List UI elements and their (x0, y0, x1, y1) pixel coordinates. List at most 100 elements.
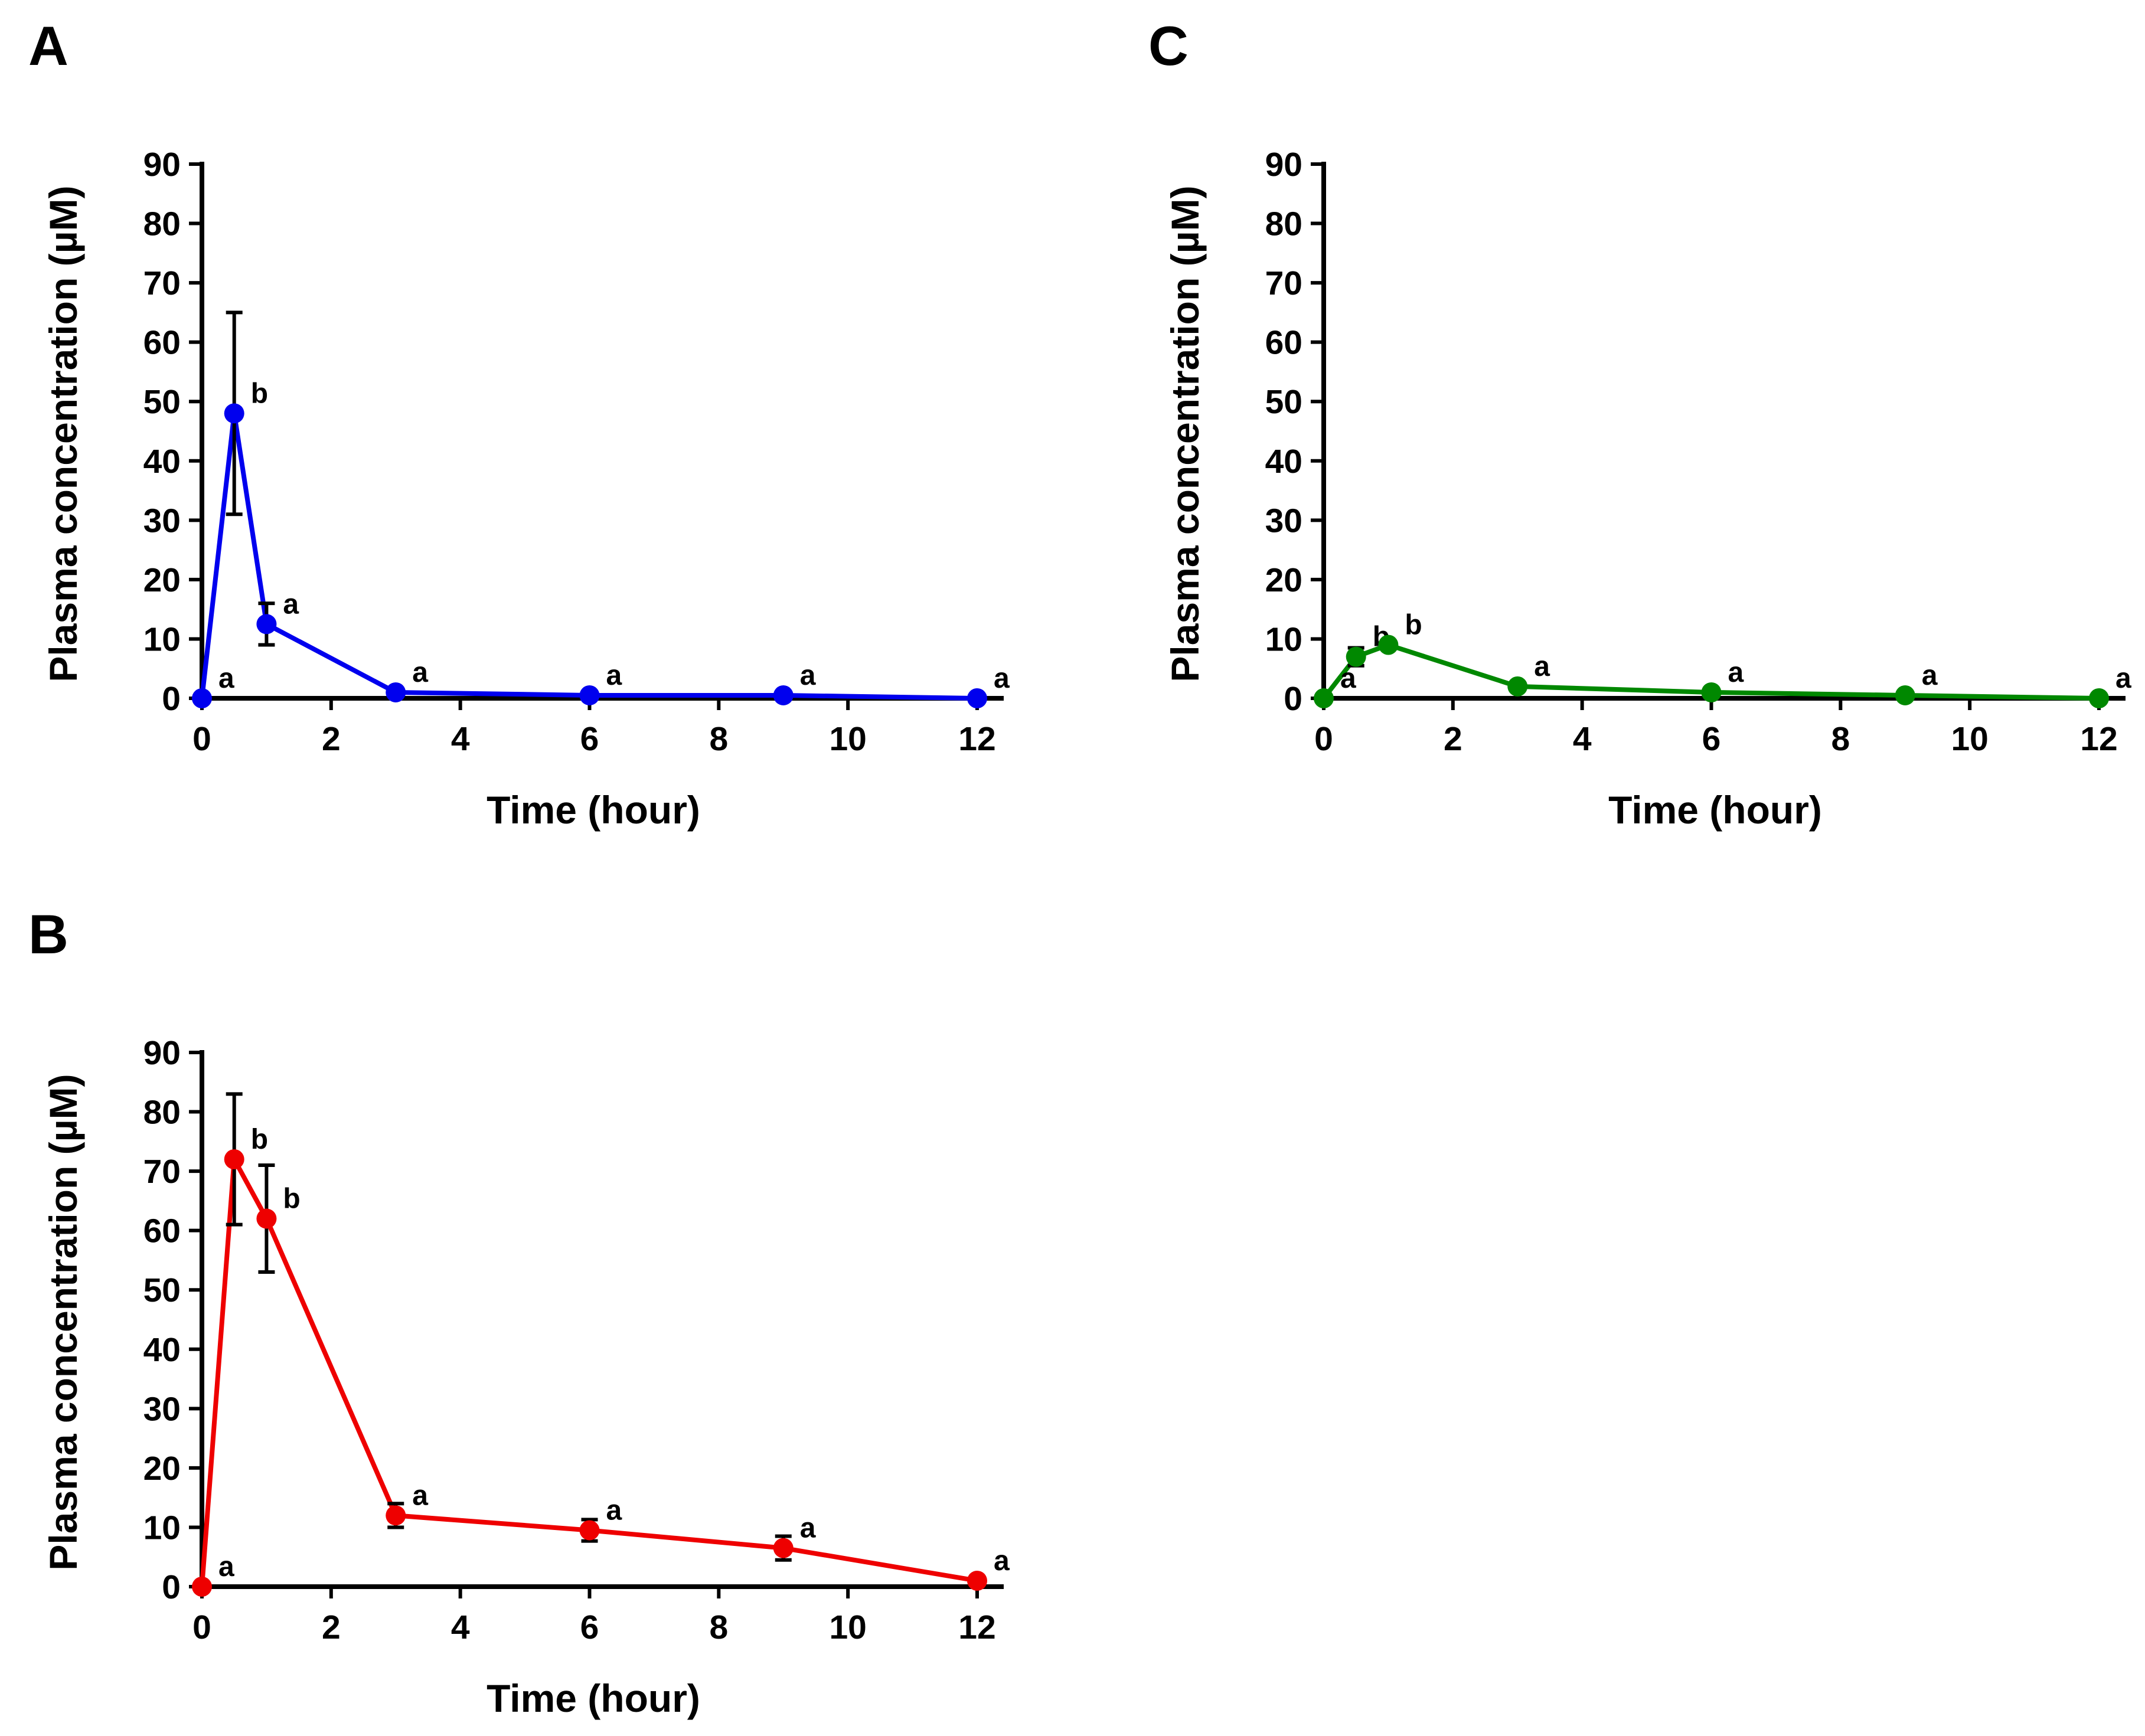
y-tick-label-c: 10 (1265, 620, 1302, 658)
panel-label-a: A (28, 15, 68, 77)
x-tick-label-a: 2 (322, 720, 341, 758)
x-tick-label-b: 2 (322, 1609, 341, 1646)
data-point-b (579, 1520, 600, 1541)
x-tick-label-a: 10 (829, 720, 866, 758)
significance-label-b: b (283, 1184, 300, 1215)
significance-label-a: b (251, 378, 268, 409)
x-tick-label-b: 10 (829, 1609, 866, 1646)
y-tick-label-a: 0 (162, 680, 181, 718)
data-point-b (773, 1538, 794, 1558)
y-tick-label-b: 90 (143, 1034, 181, 1072)
data-point-c (1346, 646, 1366, 667)
significance-label-a: a (283, 589, 299, 620)
significance-label-c: a (1534, 651, 1550, 682)
x-tick-label-c: 10 (1951, 720, 1988, 758)
y-tick-label-c: 70 (1265, 264, 1302, 302)
y-tick-label-a: 80 (143, 205, 181, 243)
data-point-a (579, 685, 600, 705)
x-tick-label-b: 12 (958, 1609, 995, 1646)
data-point-c (1507, 676, 1528, 697)
significance-label-b: a (606, 1495, 622, 1526)
x-tick-label-a: 8 (709, 720, 728, 758)
significance-label-c: a (2115, 663, 2131, 694)
y-tick-label-c: 20 (1265, 561, 1302, 599)
significance-label-b: a (412, 1480, 428, 1511)
x-tick-label-c: 2 (1444, 720, 1462, 758)
y-tick-label-a: 70 (143, 264, 181, 302)
data-point-a (256, 614, 277, 635)
y-tick-label-a: 60 (143, 324, 181, 362)
y-tick-label-b: 60 (143, 1212, 181, 1250)
x-tick-label-a: 4 (451, 720, 470, 758)
x-tick-label-a: 12 (958, 720, 995, 758)
panel-label-b: B (28, 903, 68, 965)
data-point-c (1378, 635, 1399, 655)
data-point-b (192, 1577, 212, 1597)
data-point-c (2089, 688, 2109, 708)
y-tick-label-a: 30 (143, 502, 181, 540)
x-tick-label-b: 6 (580, 1609, 599, 1646)
y-axis-title-b: Plasma concentration (µM) (41, 1074, 85, 1570)
x-tick-label-a: 6 (580, 720, 599, 758)
y-tick-label-b: 50 (143, 1271, 181, 1309)
significance-label-c: a (1340, 663, 1356, 694)
data-point-c (1701, 682, 1722, 702)
data-point-a (192, 688, 212, 708)
plot-a: 0 10 20 30 40 50 60 70 80 90 0 2 4 6 8 10 12 a b a a a a a (143, 146, 1010, 758)
data-point-a (773, 685, 794, 705)
significance-label-c: a (1728, 657, 1744, 688)
y-tick-label-b: 30 (143, 1390, 181, 1428)
panel-b: B 0 10 20 30 40 50 60 70 80 90 0 2 4 6 8 10 12 a bb a a a a Ti… (28, 903, 1010, 1720)
y-tick-label-b: 80 (143, 1094, 181, 1132)
data-point-c (1895, 685, 1915, 705)
y-tick-label-a: 90 (143, 146, 181, 184)
x-axis-title-c: Time (hour) (1608, 788, 1822, 832)
y-tick-label-c: 80 (1265, 205, 1302, 243)
significance-label-a: a (218, 663, 234, 694)
significance-label-c: b (1405, 610, 1422, 641)
plot-b: 0 10 20 30 40 50 60 70 80 90 0 2 4 6 8 10 12 a bb a a a a (143, 1034, 1010, 1646)
x-axis-title-a: Time (hour) (487, 788, 700, 832)
y-tick-label-b: 20 (143, 1450, 181, 1487)
significance-label-a: a (800, 660, 816, 691)
significance-label-b: a (800, 1513, 816, 1544)
significance-label-a: a (412, 657, 428, 688)
significance-label-b: a (218, 1551, 234, 1583)
series-line-a (200, 411, 978, 701)
significance-label-a: a (994, 663, 1010, 694)
y-tick-label-b: 40 (143, 1331, 181, 1369)
x-tick-label-c: 0 (1314, 720, 1333, 758)
x-tick-label-b: 8 (709, 1609, 728, 1646)
y-tick-label-a: 20 (143, 561, 181, 599)
y-tick-label-a: 50 (143, 383, 181, 421)
x-tick-label-c: 6 (1702, 720, 1721, 758)
significance-label-b: b (251, 1124, 268, 1155)
y-tick-label-a: 40 (143, 443, 181, 480)
panel-a: A 0 10 20 30 40 50 60 70 80 90 0 2 4 6 8 10 12 a b a a a a a Ti… (28, 15, 1010, 832)
data-point-c (1314, 688, 1334, 708)
y-axis-title-a: Plasma concentration (µM) (41, 185, 85, 682)
y-tick-label-c: 90 (1265, 146, 1302, 184)
significance-label-a: a (606, 660, 622, 691)
significance-label-b: a (994, 1545, 1010, 1577)
data-point-a (386, 682, 406, 702)
y-tick-label-c: 40 (1265, 443, 1302, 480)
y-tick-label-b: 0 (162, 1568, 181, 1606)
y-tick-label-c: 30 (1265, 502, 1302, 540)
x-tick-label-b: 4 (451, 1609, 470, 1646)
data-point-b (256, 1208, 277, 1229)
significance-label-c: a (1922, 660, 1938, 691)
data-point-b (224, 1149, 244, 1169)
x-tick-label-b: 0 (192, 1609, 211, 1646)
x-axis-title-b: Time (hour) (487, 1676, 700, 1720)
y-tick-label-a: 10 (143, 620, 181, 658)
panel-label-c: C (1148, 15, 1189, 77)
x-tick-label-c: 8 (1831, 720, 1850, 758)
x-tick-label-c: 4 (1573, 720, 1592, 758)
y-tick-label-c: 0 (1284, 680, 1302, 718)
data-point-b (386, 1505, 406, 1526)
x-tick-label-a: 0 (192, 720, 211, 758)
